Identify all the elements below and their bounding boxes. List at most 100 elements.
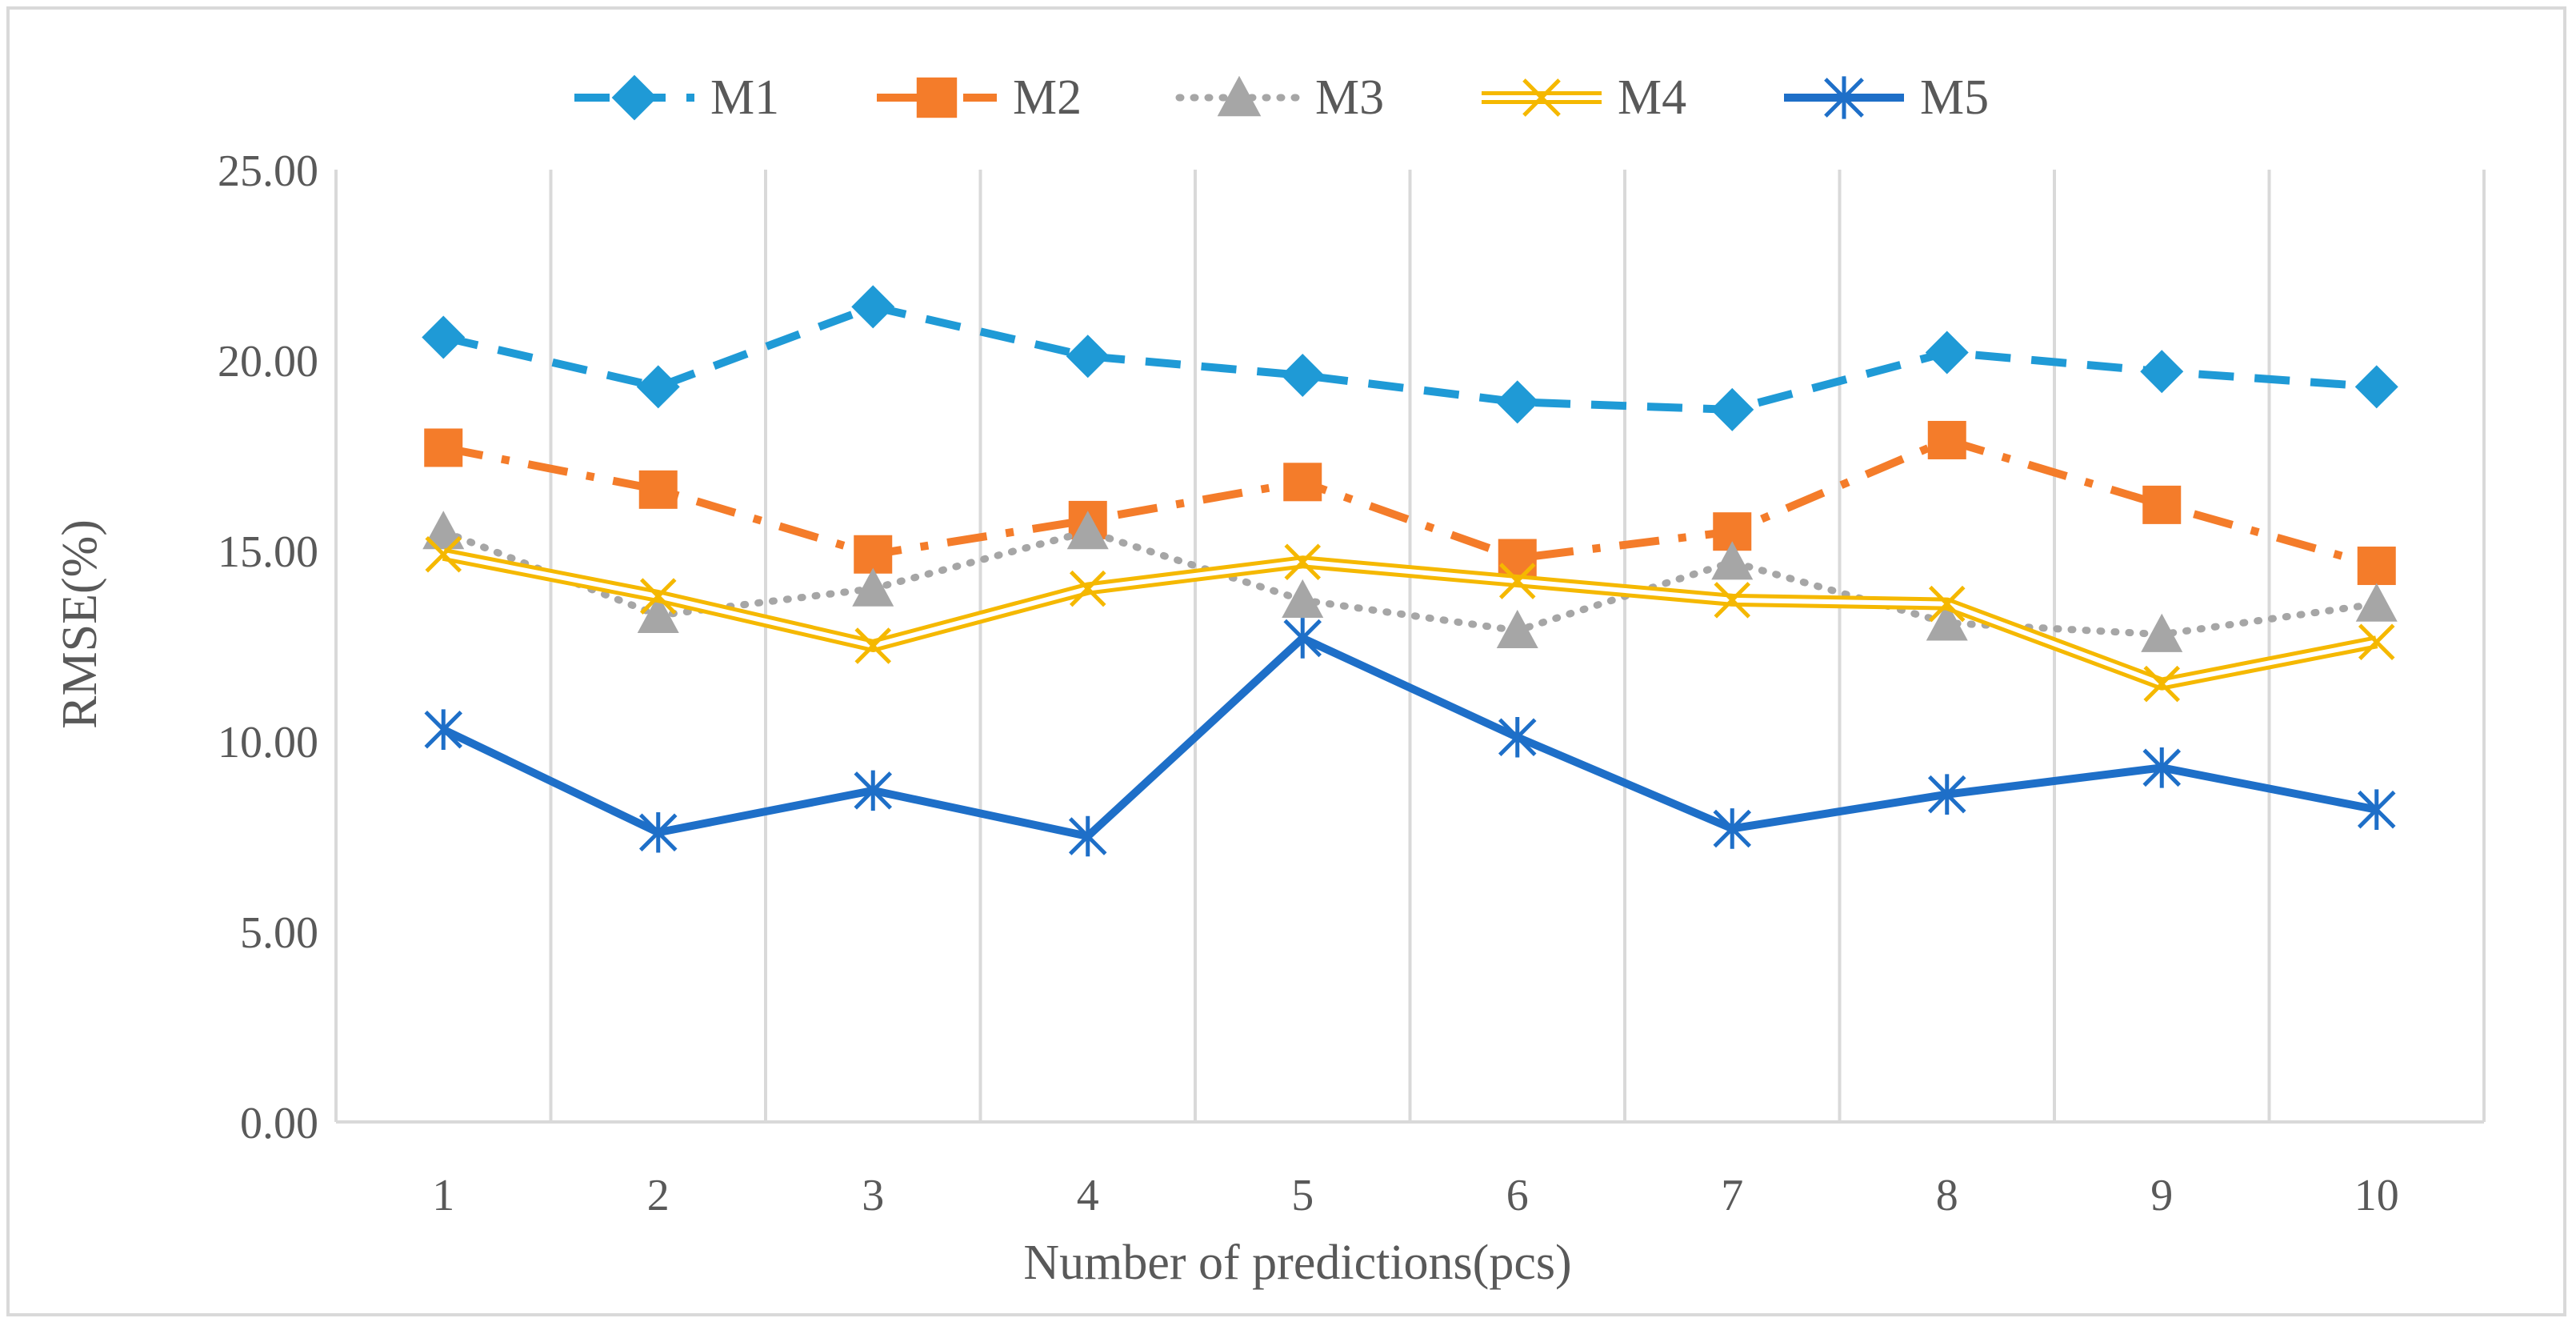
data-point-marker	[854, 535, 893, 574]
legend-label: M5	[1920, 70, 1989, 125]
data-point-marker	[854, 627, 892, 664]
legend-item-M4: M4	[1482, 70, 1686, 125]
chart-frame	[6, 6, 2566, 1316]
data-point-marker	[1522, 78, 1561, 117]
series-line-M2	[442, 435, 2378, 570]
marker-stroke	[1714, 582, 1751, 619]
x-tick-label: 2	[647, 1171, 670, 1220]
legend-item-M3: M3	[1175, 70, 1384, 125]
x-tick-label: 5	[1291, 1171, 1314, 1220]
data-point-marker	[2358, 623, 2395, 661]
data-point-marker	[1068, 815, 1107, 857]
marker-stroke	[1928, 585, 1966, 623]
data-point-marker	[637, 594, 679, 634]
y-tick-label: 5.00	[240, 908, 318, 958]
data-point-marker	[2140, 350, 2184, 394]
data-point-marker	[2142, 747, 2182, 788]
data-point-marker	[425, 535, 462, 573]
x-tick-label: 7	[1721, 1171, 1743, 1220]
data-point-marker	[1711, 541, 1754, 580]
data-point-marker	[1498, 563, 1536, 599]
marker-stroke	[639, 578, 677, 615]
x-tick-label: 9	[2150, 1171, 2173, 1220]
legend-label: M2	[1013, 70, 1082, 125]
data-point-marker	[2355, 583, 2398, 622]
x-tick-label: 4	[1077, 1171, 1099, 1220]
data-point-marker	[1928, 585, 1966, 623]
data-point-marker	[1498, 716, 1537, 758]
data-point-marker	[1066, 511, 1109, 550]
data-point-marker	[1066, 335, 1110, 379]
data-point-marker	[424, 709, 463, 751]
data-point-marker	[1496, 609, 1538, 649]
y-tick-label: 25.00	[218, 146, 318, 196]
legend-item-M2: M2	[877, 70, 1082, 125]
data-point-marker	[1281, 354, 1325, 398]
data-point-marker	[611, 74, 658, 121]
data-point-marker	[638, 811, 678, 853]
y-tick-label: 15.00	[218, 527, 318, 577]
data-point-marker	[1926, 602, 1968, 641]
data-point-marker	[1824, 76, 1864, 119]
marker-stroke	[1069, 570, 1106, 607]
marker-stroke	[1522, 78, 1561, 117]
legend-item-M5: M5	[1784, 70, 1989, 125]
data-point-marker	[1217, 75, 1262, 117]
data-point-marker	[916, 77, 958, 118]
data-point-marker	[2357, 547, 2396, 586]
data-point-marker	[638, 470, 678, 509]
series-line-M3	[439, 527, 2381, 639]
data-point-marker	[2354, 365, 2398, 409]
data-point-marker	[1925, 330, 1969, 375]
data-point-marker	[639, 578, 677, 615]
legend-item-M1: M1	[574, 70, 779, 125]
data-point-marker	[422, 315, 466, 359]
data-point-marker	[1283, 618, 1322, 659]
marker-stroke	[2358, 623, 2395, 661]
x-tick-label: 6	[1506, 1171, 1529, 1220]
marker-stroke	[2143, 665, 2181, 703]
y-tick-label: 10.00	[218, 718, 318, 767]
series-M3	[422, 511, 2398, 652]
data-point-marker	[1495, 380, 1539, 424]
series-M1	[422, 285, 2398, 431]
data-point-marker	[422, 511, 465, 550]
y-axis-title: RMSE(%)	[53, 519, 107, 729]
data-point-marker	[1282, 579, 1324, 618]
data-point-marker	[852, 567, 894, 607]
x-tick-label: 3	[862, 1171, 884, 1220]
series-line-M1	[442, 302, 2378, 414]
data-point-marker	[424, 428, 463, 467]
series-layer	[422, 285, 2398, 857]
marker-stroke	[854, 627, 892, 664]
legend-label: M1	[710, 70, 779, 125]
x-tick-label: 1	[432, 1171, 454, 1220]
data-point-marker	[1069, 570, 1106, 607]
series-M4	[425, 535, 2395, 703]
data-point-marker	[1927, 420, 1966, 459]
axes: 0.00 5.00 10.00 15.00 20.00 25.00 1 2 3 4 5 6 7 8 9 10	[218, 146, 2484, 1220]
legend-label: M3	[1315, 70, 1384, 125]
x-axis-title: Number of predictions(pcs)	[1023, 1236, 1571, 1290]
data-point-marker	[1927, 774, 1966, 815]
marker-stroke	[1498, 563, 1536, 599]
data-point-marker	[1713, 808, 1752, 849]
series-M2	[424, 420, 2396, 586]
gridlines	[334, 170, 2486, 1122]
x-tick-label: 10	[2354, 1171, 2399, 1220]
data-point-marker	[2141, 613, 2183, 652]
series-line-inner-M4	[442, 551, 2378, 687]
data-point-marker	[2142, 485, 2182, 524]
data-point-marker	[1283, 463, 1322, 502]
data-point-marker	[2357, 789, 2396, 830]
marker-stroke	[425, 535, 462, 573]
y-tick-label: 0.00	[240, 1099, 318, 1148]
series-line-M5	[442, 634, 2378, 840]
legend: M1 M2 M3 M4 M5	[574, 70, 1989, 125]
data-point-marker	[1284, 543, 1322, 581]
data-point-marker	[2143, 665, 2181, 703]
data-point-marker	[1714, 582, 1751, 619]
legend-label: M4	[1618, 70, 1686, 125]
marker-stroke	[1284, 543, 1322, 581]
